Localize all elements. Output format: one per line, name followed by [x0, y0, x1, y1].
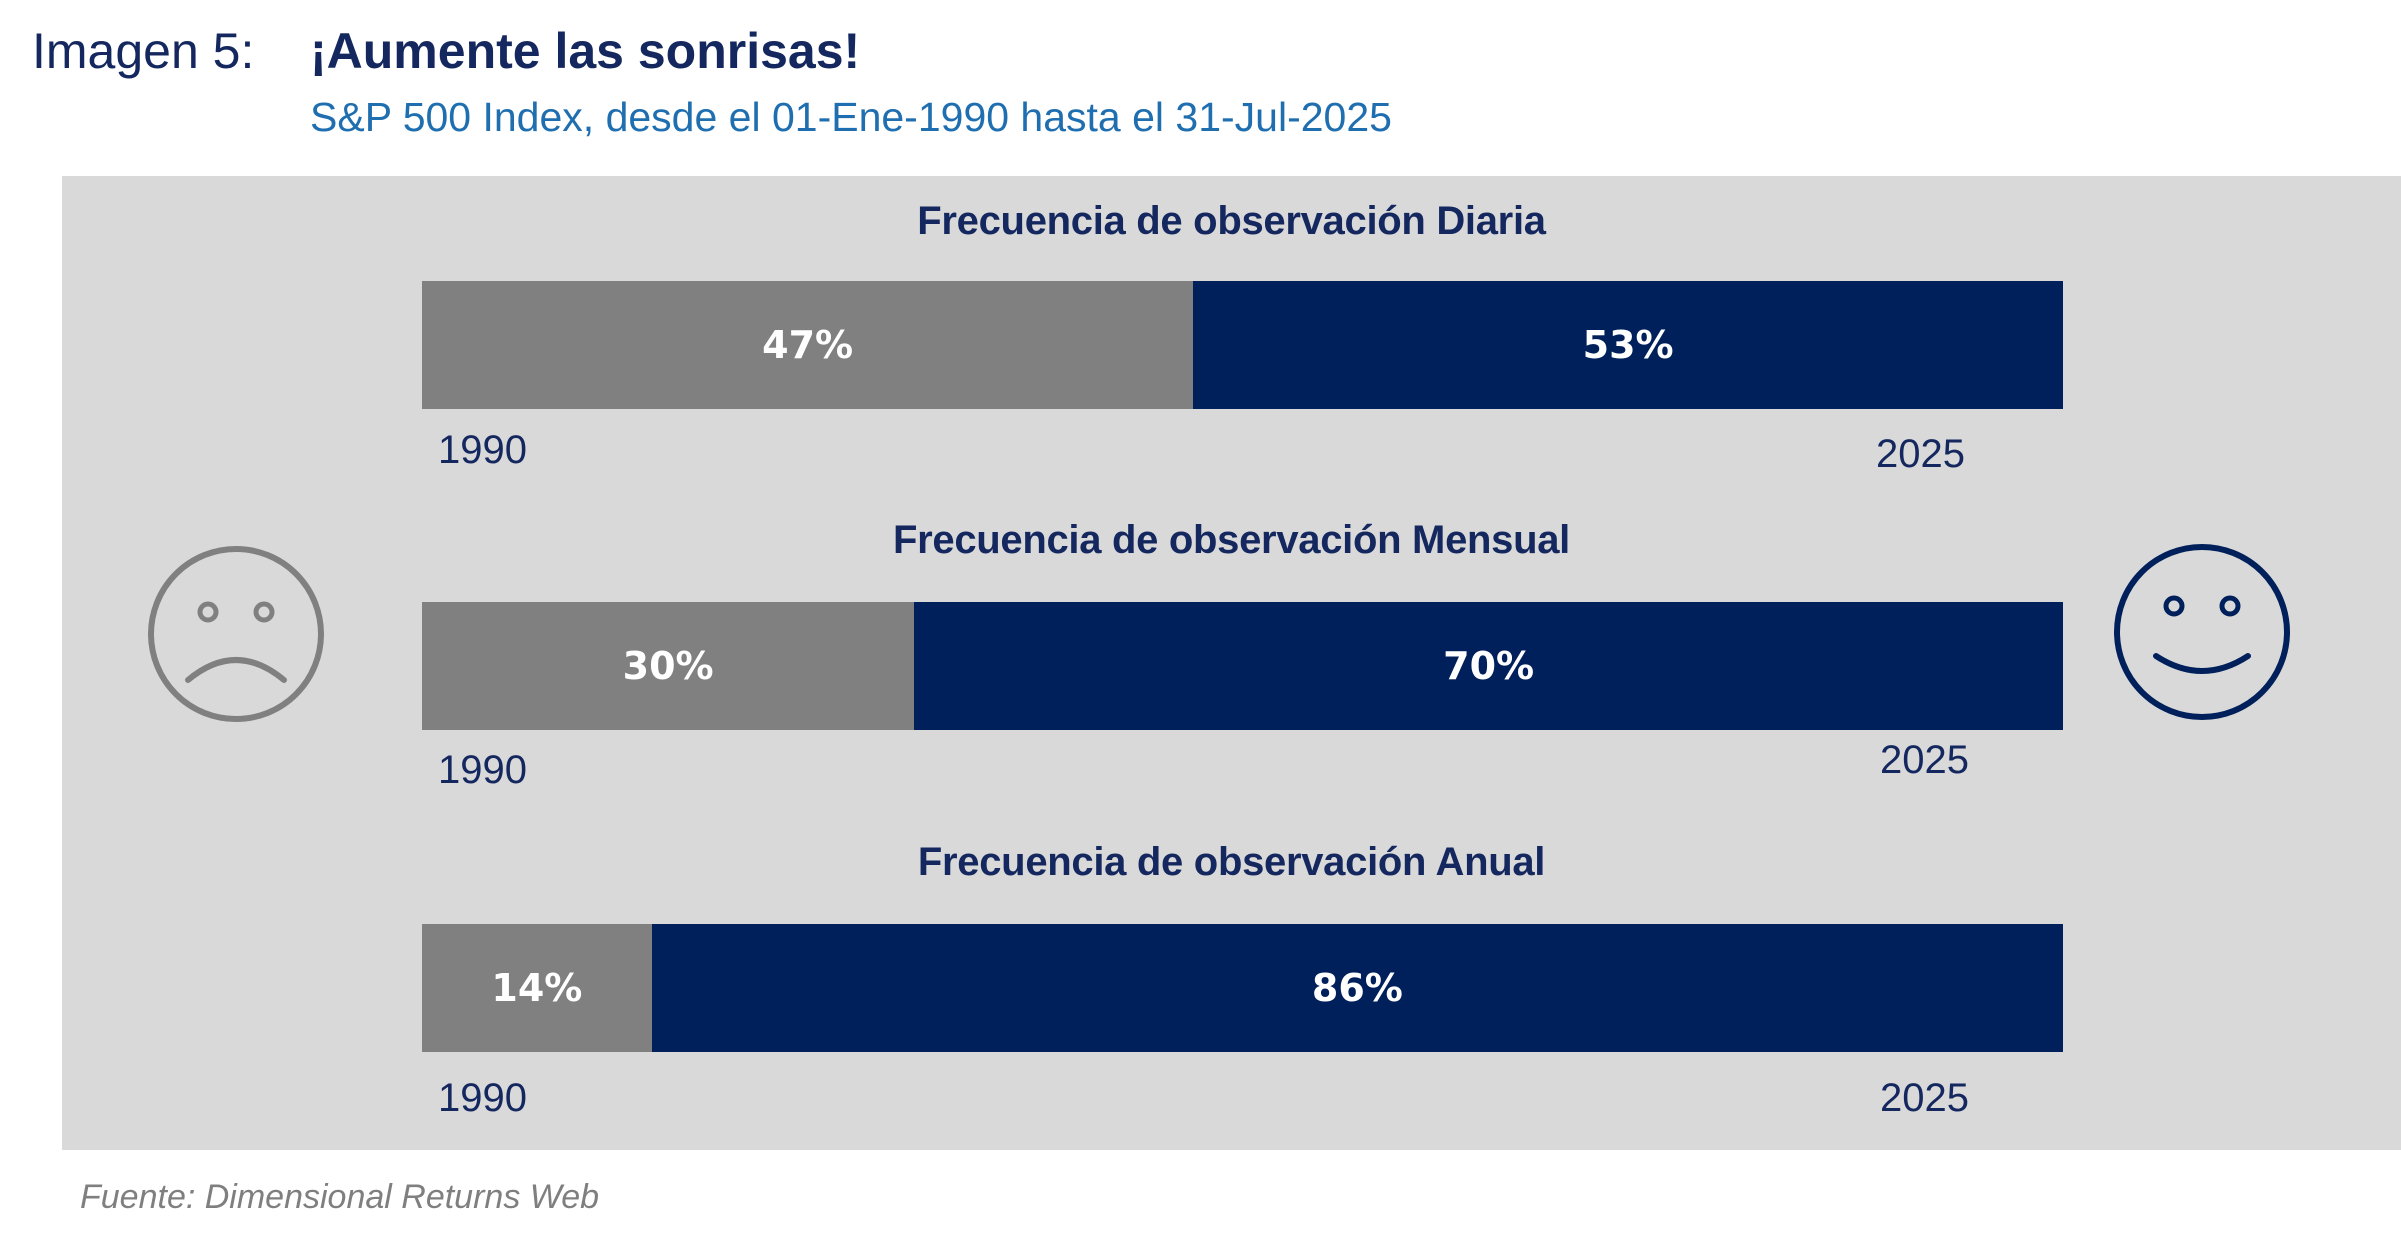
start-year-label: 1990	[438, 1076, 527, 1120]
bar-segment-positive: 86%	[651, 924, 2063, 1052]
chart-panel: Frecuencia de observación Diaria 47% 53%…	[62, 176, 2401, 1150]
end-year-label: 2025	[1880, 1076, 1969, 1120]
chart-title-anual: Frecuencia de observación Anual	[917, 840, 1546, 884]
bar-segment-negative: 30%	[422, 602, 915, 730]
sad-face-icon	[148, 546, 324, 722]
chart-title-diaria: Frecuencia de observación Diaria	[917, 199, 1546, 243]
data-label: 30%	[622, 644, 714, 688]
end-year-label: 2025	[1876, 432, 1965, 476]
source-note: Fuente: Dimensional Returns Web	[80, 1178, 600, 1216]
bar-mensual: 30% 70%	[422, 602, 2063, 730]
data-label: 70%	[1443, 644, 1535, 688]
figure-title: ¡Aumente las sonrisas!	[310, 23, 861, 79]
figure-subtitle: S&P 500 Index, desde el 01-Ene-1990 hast…	[310, 94, 1392, 140]
start-year-label: 1990	[438, 748, 527, 792]
data-label: 53%	[1582, 323, 1674, 367]
start-year-label: 1990	[438, 428, 527, 472]
bar-segment-negative: 14%	[422, 924, 652, 1052]
data-label: 47%	[762, 323, 854, 367]
data-label: 86%	[1311, 966, 1403, 1010]
happy-face-icon	[2114, 544, 2290, 720]
figure-label: Imagen 5:	[32, 23, 255, 79]
bar-segment-positive: 53%	[1193, 281, 2063, 409]
bar-segment-positive: 70%	[914, 602, 2063, 730]
chart-title-mensual: Frecuencia de observación Mensual	[892, 518, 1570, 562]
bar-segment-negative: 47%	[422, 281, 1194, 409]
bar-diaria: 47% 53%	[422, 281, 2063, 409]
bar-anual: 14% 86%	[422, 924, 2063, 1052]
end-year-label: 2025	[1880, 738, 1969, 782]
data-label: 14%	[491, 966, 583, 1010]
